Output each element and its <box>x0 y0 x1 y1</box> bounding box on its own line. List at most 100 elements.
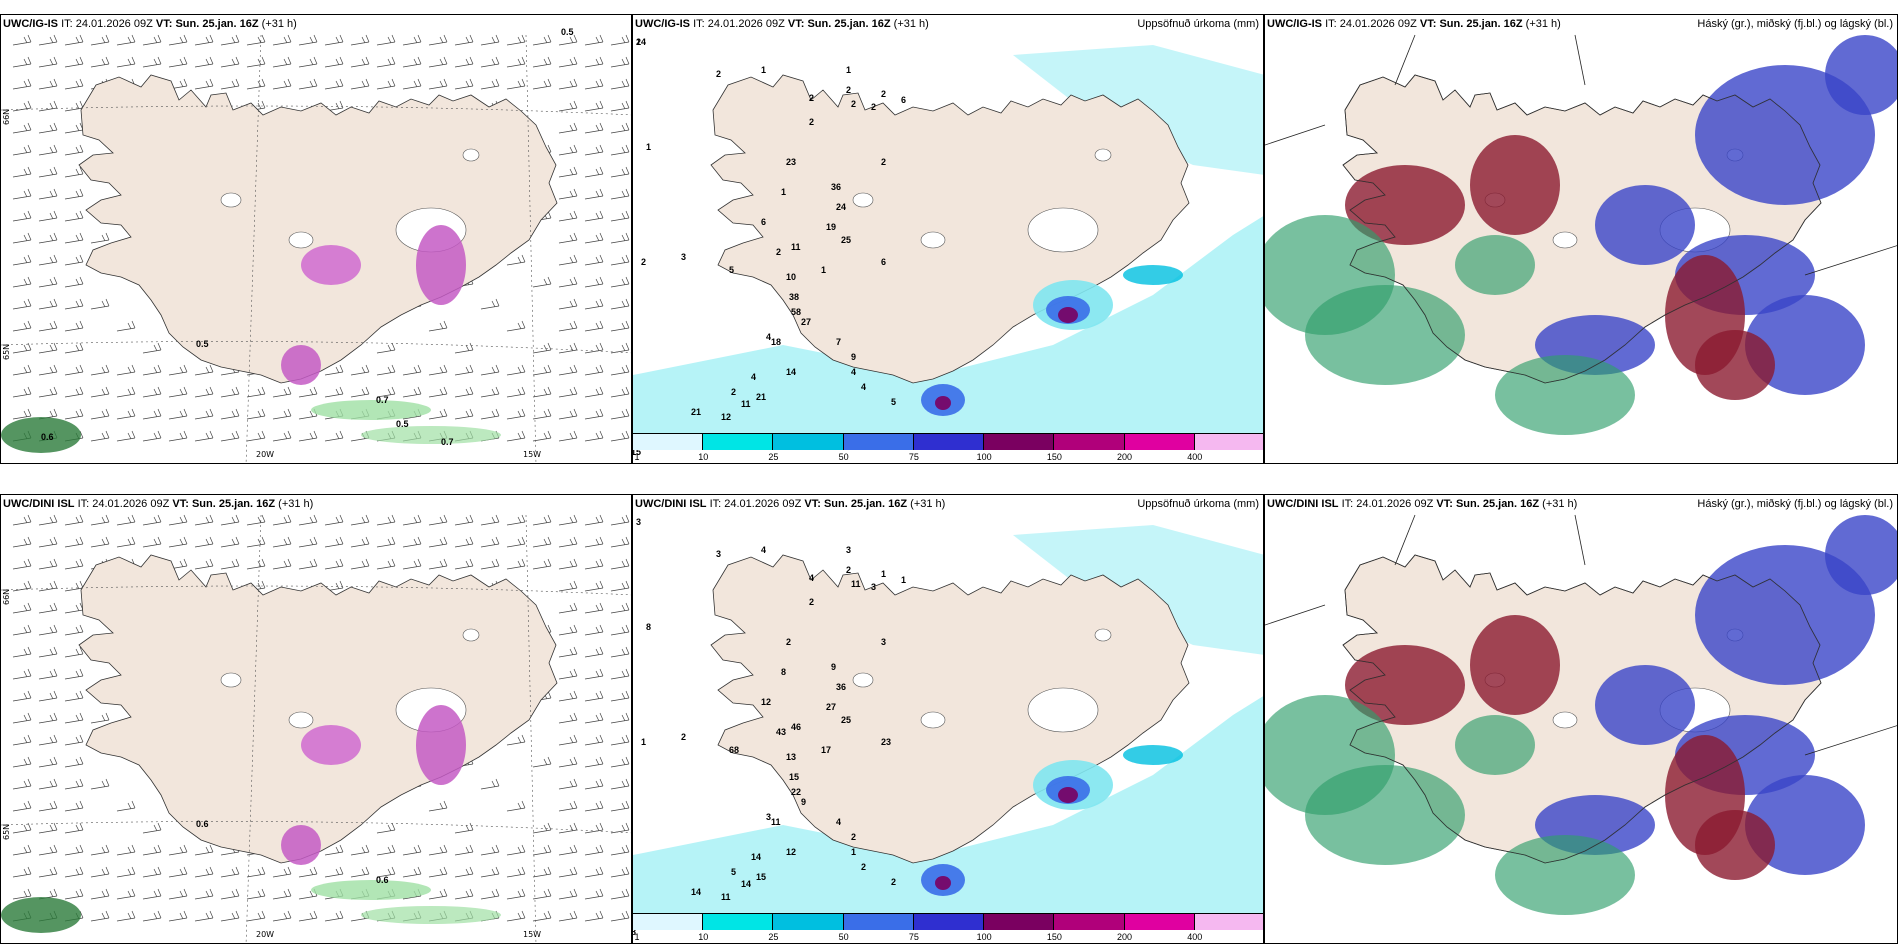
lead-time: (+31 h) <box>1525 18 1561 30</box>
value-label: 8 <box>633 927 636 937</box>
value-label: 11 <box>721 892 731 902</box>
value-label: 1 <box>821 265 826 275</box>
value-label: 14 <box>741 879 751 889</box>
value-label: 1 <box>646 142 651 152</box>
value-label: 9 <box>801 797 806 807</box>
value-label: 4 <box>861 382 866 392</box>
colorbar-tick: 75 <box>908 932 919 942</box>
value-label: 36 <box>831 182 841 192</box>
value-label: 2 <box>846 565 851 575</box>
value-label: 2 <box>716 69 721 79</box>
value-label: 4 <box>751 372 756 382</box>
lead-time: (+31 h) <box>1542 498 1578 510</box>
value-label: 2 <box>881 89 886 99</box>
map-panel-igis-precip[interactable]: 1 2 1 1 2 2 2 2 2 6 23 2 2 36 24 19 25 6 1 2 6 5 11 10 38 58 27 1 1 4… <box>632 14 1264 464</box>
map-panel-dini-precip[interactable]: 3 3 4 3 4 2 3 2 1 1 2 3 11 9 36 27 25 23 17 43 12 68 46 13 15 22 9… <box>632 494 1264 944</box>
colorbar-segment <box>703 433 774 450</box>
it-value: 24.01.2026 09Z <box>724 498 802 510</box>
it-value: 24.01.2026 09Z <box>1356 498 1434 510</box>
colorbar-segment <box>843 433 914 450</box>
it-value: 24.01.2026 09Z <box>1339 18 1417 30</box>
value-label: 68 <box>729 745 739 755</box>
lon-label: 20W <box>256 930 274 939</box>
it-label: IT: <box>61 18 73 30</box>
vt-value: Sun. 25.jan. 16Z <box>1455 498 1540 510</box>
model-label: UWC/IG-IS <box>635 18 690 30</box>
heavy-precip <box>921 745 1183 896</box>
value-label: 12 <box>786 847 796 857</box>
value-label: 3 <box>681 252 686 262</box>
panel-header: UWC/IG-IS IT: 24.01.2026 09Z VT: Sun. 25… <box>1267 18 1561 30</box>
colorbar-tick: 200 <box>1117 932 1133 942</box>
value-label: 0.5 <box>396 419 409 429</box>
value-label: 9 <box>831 662 836 672</box>
value-label: 1 <box>901 575 906 585</box>
colorbar-segment <box>843 913 914 930</box>
colorbar-tick: 400 <box>1187 932 1203 942</box>
vt-label: VT: <box>155 18 173 30</box>
value-label: 2 <box>681 732 686 742</box>
value-label: 0.7 <box>376 395 389 405</box>
value-label: 27 <box>801 317 811 327</box>
map-title: Háský (gr.), miðský (fj.bl.) og lágský (… <box>1697 498 1893 510</box>
value-label: 2 <box>871 102 876 112</box>
value-label: 0.5 <box>561 27 574 37</box>
map-title: Háský (gr.), miðský (fj.bl.) og lágský (… <box>1697 18 1893 30</box>
value-label: 3 <box>871 582 876 592</box>
coastline <box>1342 554 1822 864</box>
colorbar-tick: 50 <box>838 932 849 942</box>
value-label: 27 <box>826 702 836 712</box>
map-canvas: 66N 65N 20W 15W 0.5 0.7 0.5 0.7 0.5 0.6 <box>1 15 631 463</box>
value-label: 1 <box>636 37 641 47</box>
map-panel-igis-cloud[interactable]: UWC/IG-IS IT: 24.01.2026 09Z VT: Sun. 25… <box>1264 14 1898 464</box>
colorbar-tick: 400 <box>1187 452 1203 462</box>
colorbar-tick: 100 <box>976 452 992 462</box>
map-panel-igis-wind[interactable]: 66N 65N 20W 15W 0.5 0.7 0.5 0.7 0.5 0.6 UWC/IG-IS… <box>0 14 632 464</box>
vt-label: VT: <box>787 18 805 30</box>
colorbar-segment <box>773 913 844 930</box>
value-label: 2 <box>776 247 781 257</box>
model-label: UWC/DINI ISL <box>3 498 75 510</box>
colorbar-segment <box>1054 913 1125 930</box>
value-label: 5 <box>731 867 736 877</box>
value-label: 14 <box>751 852 761 862</box>
value-label: 6 <box>881 257 886 267</box>
colorbar-tick: 1 <box>634 452 640 462</box>
value-label: 25 <box>841 715 851 725</box>
value-label: 11 <box>851 579 861 589</box>
map-canvas <box>1265 15 1897 463</box>
lead-time: (+31 h) <box>261 18 297 30</box>
value-label: 12 <box>761 697 771 707</box>
map-panel-dini-cloud[interactable]: UWC/DINI ISL IT: 24.01.2026 09Z VT: Sun.… <box>1264 494 1898 944</box>
value-label: 23 <box>786 157 796 167</box>
model-label: UWC/DINI ISL <box>1267 498 1339 510</box>
colorbar-segment <box>633 913 704 930</box>
colorbar-segment <box>913 433 985 450</box>
value-label: 6 <box>761 217 766 227</box>
it-value: 24.01.2026 09Z <box>75 18 153 30</box>
value-label: 21 <box>691 407 701 417</box>
value-label: 10 <box>786 272 796 282</box>
value-label: 58 <box>791 307 801 317</box>
map-panel-dini-wind[interactable]: 66N 65N 20W 15W 0.6 0.6 UWC/DINI ISL IT: 24.0… <box>0 494 632 944</box>
value-labels: 0.6 0.6 <box>196 819 389 885</box>
colorbar-segment <box>703 913 774 930</box>
iceland-landmass <box>710 554 1190 864</box>
value-label: 2 <box>846 85 851 95</box>
value-label: 1 <box>761 65 766 75</box>
value-label: 2 <box>809 117 814 127</box>
lat-label: 65N <box>2 344 11 360</box>
value-label: 19 <box>826 222 836 232</box>
value-label: 11 <box>791 242 801 252</box>
it-label: IT: <box>77 498 90 510</box>
precip-colorbar: 1 10 25 50 75 100 150 200 400 <box>633 913 1263 943</box>
value-label: 24 <box>636 37 646 47</box>
value-label: 5 <box>729 265 734 275</box>
value-label: 4 <box>766 332 771 342</box>
value-label: 3 <box>881 637 886 647</box>
value-label: 2 <box>731 387 736 397</box>
value-label: 8 <box>781 667 786 677</box>
colorbar-segment <box>984 913 1055 930</box>
